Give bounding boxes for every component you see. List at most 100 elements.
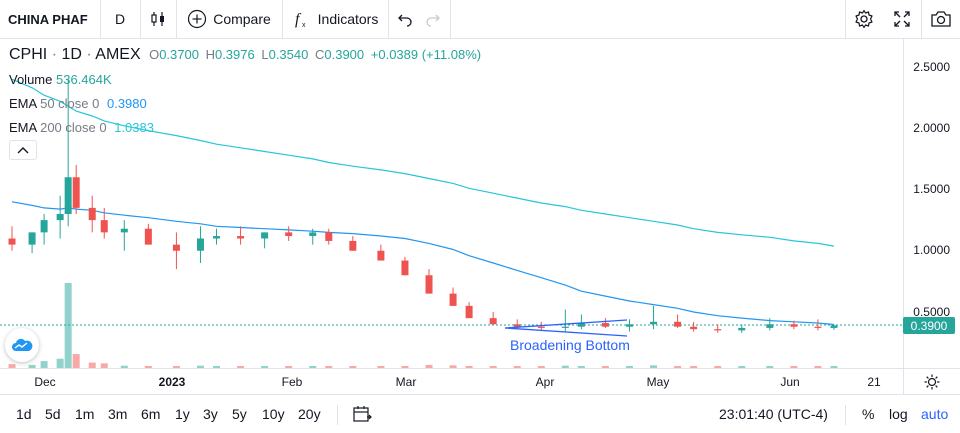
ema50-params: 50 close 0 xyxy=(40,96,100,111)
svg-text:x: x xyxy=(302,22,306,29)
ema200-polyline xyxy=(11,78,835,247)
volume-bar xyxy=(88,362,96,368)
range-button-1d[interactable]: 1d xyxy=(16,406,32,422)
range-button-20y[interactable]: 20y xyxy=(298,406,321,422)
time-tick: May xyxy=(646,375,670,389)
volume-bar xyxy=(28,364,36,368)
candle-body xyxy=(513,324,521,327)
candle-body xyxy=(377,250,385,261)
toolbar-divider xyxy=(388,0,389,38)
time-tick: Dec xyxy=(34,375,56,389)
legend-ticker: CPHI xyxy=(9,46,48,63)
volume-bar xyxy=(196,365,204,368)
screenshot-button[interactable] xyxy=(922,0,960,38)
volume-bar xyxy=(449,365,457,368)
volume-bar xyxy=(690,366,698,368)
clock-timezone[interactable]: 23:01:40 (UTC-4) xyxy=(719,406,828,422)
volume-bar xyxy=(674,366,682,368)
candle-body xyxy=(56,214,64,221)
fullscreen-button[interactable] xyxy=(884,0,920,38)
percent-scale-toggle[interactable]: % xyxy=(862,406,875,422)
price-axis[interactable]: 2.5000 2.0000 1.5000 1.0000 0.5000 xyxy=(903,39,960,368)
range-button-5y[interactable]: 5y xyxy=(232,406,247,422)
range-button-10y[interactable]: 10y xyxy=(262,406,285,422)
undo-icon xyxy=(397,11,413,27)
redo-button[interactable] xyxy=(420,0,446,38)
candle-body xyxy=(537,326,545,328)
time-tick: Jun xyxy=(780,375,800,389)
plus-circle-icon xyxy=(187,9,207,29)
volume-bar xyxy=(401,366,409,368)
redo-icon xyxy=(425,11,441,27)
price-tick: 1.5000 xyxy=(913,182,950,196)
price-tick: 2.0000 xyxy=(913,121,950,135)
candle-body xyxy=(349,240,357,251)
volume-bar xyxy=(64,283,72,368)
volume-bar xyxy=(237,366,245,368)
candle-body xyxy=(144,228,152,245)
candle-body xyxy=(766,324,774,328)
undo-button[interactable] xyxy=(392,0,418,38)
toolbar-divider xyxy=(176,0,177,38)
ema50-legend[interactable]: EMA 50 close 0 0.3980 xyxy=(9,96,147,111)
volume-bar xyxy=(172,366,180,368)
compare-button[interactable]: Compare xyxy=(176,0,282,38)
toolbar-divider xyxy=(921,0,922,38)
volume-bar xyxy=(489,366,497,368)
close-label: C xyxy=(314,47,325,62)
ema200-value: 1.0383 xyxy=(114,120,154,135)
auto-scale-toggle[interactable]: auto xyxy=(921,406,949,422)
range-button-5d[interactable]: 5d xyxy=(45,406,61,422)
broadening-bottom-pattern[interactable] xyxy=(504,319,628,337)
axis-settings-button[interactable] xyxy=(903,368,960,394)
volume-bar xyxy=(40,361,48,368)
range-button-1m[interactable]: 1m xyxy=(75,406,95,422)
candle-body xyxy=(309,232,317,237)
log-scale-toggle[interactable]: log xyxy=(889,406,908,422)
bottom-divider xyxy=(337,405,338,425)
pattern-label[interactable]: Broadening Bottom xyxy=(510,337,630,353)
change-value: +0.0389 (+11.08%) xyxy=(370,47,482,62)
price-chart[interactable] xyxy=(0,39,903,368)
go-to-date-button[interactable] xyxy=(352,405,372,428)
range-button-6m[interactable]: 6m xyxy=(141,406,161,422)
candle-body xyxy=(40,220,48,233)
range-button-3y[interactable]: 3y xyxy=(203,406,218,422)
legend-separator: · xyxy=(86,46,92,63)
price-tick: 2.5000 xyxy=(913,60,950,74)
symbol-search-button[interactable]: CHINA PHAF xyxy=(8,11,88,27)
candle-body xyxy=(88,207,96,221)
chart-style-button[interactable] xyxy=(140,0,176,38)
candle-body xyxy=(213,236,221,239)
series-legend: CPHI · 1D · AMEX O0.3700 H0.3976 L0.3540… xyxy=(9,46,481,64)
candle-body xyxy=(674,321,682,327)
range-button-3m[interactable]: 3m xyxy=(108,406,128,422)
volume-bar xyxy=(56,358,64,368)
volume-label: Volume xyxy=(9,72,53,87)
settings-button[interactable] xyxy=(846,0,882,38)
candle-body xyxy=(714,329,722,331)
volume-value: 536.464K xyxy=(56,72,112,87)
volume-bar xyxy=(766,366,774,368)
camera-icon xyxy=(930,10,952,28)
volume-bar xyxy=(465,366,473,368)
time-tick: 2023 xyxy=(158,375,186,389)
legend-timeframe: 1D xyxy=(61,46,82,63)
chart-pane[interactable]: CPHI · 1D · AMEX O0.3700 H0.3976 L0.3540… xyxy=(0,39,903,368)
candle-body xyxy=(325,232,333,241)
candle-body xyxy=(100,220,108,233)
collapse-legend-button[interactable] xyxy=(9,140,37,160)
high-value: 0.3976 xyxy=(214,47,255,62)
candle-body xyxy=(561,326,569,328)
time-axis[interactable]: Dec 2023 Feb Mar Apr May Jun 21 xyxy=(0,368,903,394)
volume-legend[interactable]: Volume 536.464K xyxy=(9,72,112,87)
range-button-1y[interactable]: 1y xyxy=(175,406,190,422)
chevron-up-icon xyxy=(17,146,29,154)
low-label: L xyxy=(261,47,269,62)
interval-button[interactable]: D xyxy=(114,11,126,27)
candle-body xyxy=(489,318,497,325)
ema200-legend[interactable]: EMA 200 close 0 1.0383 xyxy=(9,120,154,135)
tradingview-logo[interactable] xyxy=(5,328,39,362)
